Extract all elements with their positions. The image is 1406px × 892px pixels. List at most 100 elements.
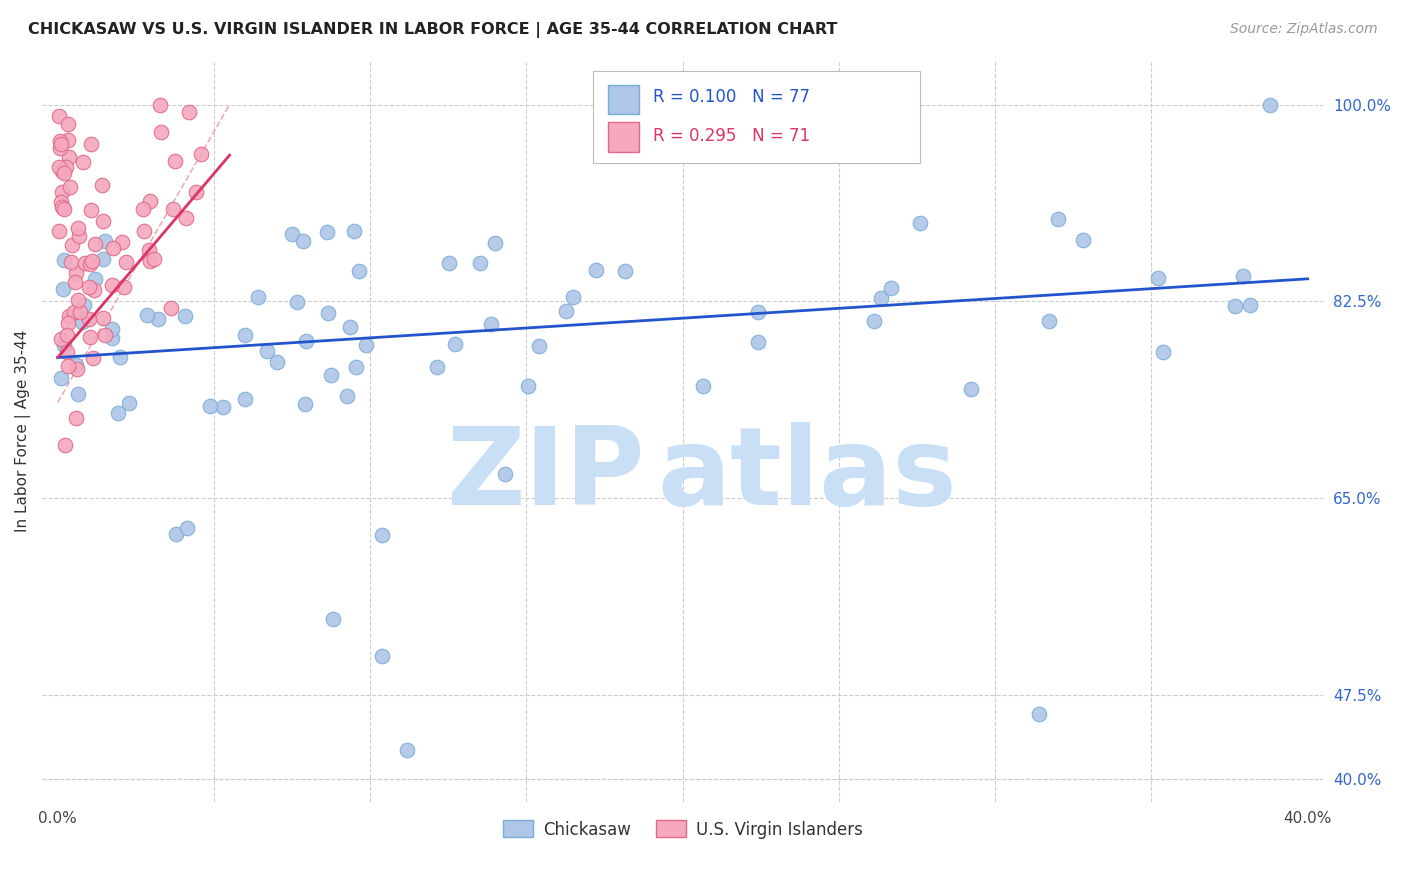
Point bbox=[77, 280, 100, 294]
Point bbox=[58, 133, 80, 147]
Point bbox=[200, 399, 222, 413]
Point bbox=[315, 225, 337, 239]
Point bbox=[66, 361, 89, 376]
Point bbox=[51, 185, 73, 199]
Point bbox=[347, 264, 370, 278]
Point bbox=[56, 359, 79, 374]
Point bbox=[285, 294, 308, 309]
Point bbox=[58, 316, 80, 330]
Point bbox=[256, 344, 278, 359]
Point bbox=[211, 400, 233, 414]
Point bbox=[177, 105, 200, 120]
Point bbox=[77, 312, 100, 326]
Point bbox=[1239, 297, 1261, 311]
Point bbox=[65, 410, 87, 425]
Point bbox=[142, 252, 165, 267]
Point bbox=[146, 311, 169, 326]
Text: Source: ZipAtlas.com: Source: ZipAtlas.com bbox=[1230, 22, 1378, 37]
Point bbox=[747, 334, 769, 349]
Point bbox=[1225, 299, 1247, 313]
Point bbox=[91, 214, 114, 228]
Point bbox=[184, 185, 207, 199]
Point bbox=[63, 304, 86, 318]
Point bbox=[880, 280, 903, 294]
Point bbox=[49, 141, 72, 155]
Point bbox=[55, 161, 77, 175]
Point bbox=[295, 334, 318, 349]
Point bbox=[49, 332, 72, 346]
Point bbox=[292, 234, 315, 248]
Point bbox=[60, 255, 83, 269]
Point bbox=[233, 392, 256, 406]
Point bbox=[49, 370, 72, 384]
Point bbox=[266, 355, 288, 369]
Point bbox=[73, 298, 96, 312]
Point bbox=[468, 256, 491, 270]
Point bbox=[174, 211, 197, 226]
Point bbox=[55, 327, 77, 342]
Point bbox=[79, 257, 101, 271]
Point bbox=[82, 351, 104, 365]
Point bbox=[343, 224, 366, 238]
Point bbox=[339, 319, 361, 334]
Point bbox=[149, 97, 172, 112]
Point bbox=[65, 358, 87, 372]
Text: R = 0.100   N = 77: R = 0.100 N = 77 bbox=[654, 88, 810, 106]
Point bbox=[53, 437, 76, 451]
Point bbox=[66, 220, 89, 235]
Point bbox=[176, 521, 198, 535]
Point bbox=[91, 252, 114, 267]
Point bbox=[48, 224, 70, 238]
Point bbox=[79, 136, 101, 151]
Point bbox=[56, 344, 79, 359]
Point bbox=[51, 164, 73, 178]
Point bbox=[869, 291, 891, 305]
Point bbox=[101, 277, 124, 292]
Point bbox=[395, 743, 418, 757]
Point bbox=[1152, 344, 1174, 359]
Point bbox=[112, 280, 135, 294]
Point bbox=[91, 310, 114, 325]
Point bbox=[107, 406, 129, 420]
Point bbox=[149, 125, 172, 139]
Point bbox=[79, 330, 101, 344]
Point bbox=[165, 527, 187, 541]
Point bbox=[108, 351, 131, 365]
Point bbox=[101, 241, 124, 255]
Point bbox=[426, 360, 449, 375]
Point bbox=[66, 293, 89, 307]
Point bbox=[281, 227, 304, 241]
Y-axis label: In Labor Force | Age 35-44: In Labor Force | Age 35-44 bbox=[15, 329, 31, 532]
FancyBboxPatch shape bbox=[609, 122, 640, 152]
Point bbox=[80, 254, 103, 268]
Point bbox=[370, 648, 392, 663]
Point bbox=[48, 160, 70, 174]
Point bbox=[160, 301, 183, 316]
Point bbox=[174, 309, 197, 323]
Point bbox=[132, 202, 155, 216]
Point bbox=[1146, 270, 1168, 285]
Point bbox=[190, 147, 212, 161]
Point bbox=[65, 266, 87, 280]
Point bbox=[48, 109, 70, 123]
Point bbox=[162, 202, 184, 217]
Point bbox=[1258, 97, 1281, 112]
Point bbox=[59, 180, 82, 194]
Point bbox=[118, 396, 141, 410]
Point bbox=[58, 310, 80, 324]
Point bbox=[67, 386, 90, 401]
Point bbox=[101, 331, 124, 345]
Point bbox=[344, 359, 367, 374]
Point bbox=[63, 275, 86, 289]
Point bbox=[52, 282, 75, 296]
Point bbox=[437, 256, 460, 270]
Text: R = 0.295   N = 71: R = 0.295 N = 71 bbox=[654, 127, 810, 145]
Point bbox=[49, 195, 72, 210]
Point bbox=[354, 338, 377, 352]
Point bbox=[115, 255, 138, 269]
Point bbox=[247, 289, 270, 303]
Point bbox=[84, 272, 107, 286]
Point bbox=[138, 253, 160, 268]
Point bbox=[555, 303, 578, 318]
Point bbox=[585, 263, 607, 277]
